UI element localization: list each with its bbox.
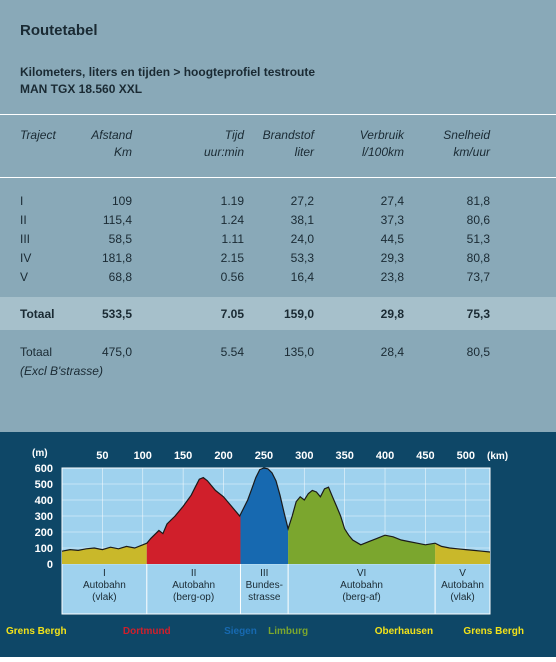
segment-subname: (vlak) — [92, 592, 116, 603]
x-tick-label: 50 — [96, 450, 108, 462]
y-tick-label: 0 — [47, 559, 53, 571]
header-tijd: Tijd uur:min — [203, 128, 244, 159]
header-afstand: Afstand Km — [91, 128, 132, 159]
segment-name: Bundes- — [246, 580, 283, 591]
town-label: Dortmund — [123, 626, 171, 637]
x-tick-label: 100 — [134, 450, 152, 462]
x-tick-label: 300 — [295, 450, 313, 462]
y-tick-label: 300 — [35, 511, 53, 523]
town-label: Limburg — [268, 626, 308, 637]
y-axis-unit: (m) — [32, 448, 48, 459]
segment-subname: (berg-af) — [342, 592, 380, 603]
total-row-band: Totaal 533,5 7.05 159,0 29,8 75,3 — [0, 297, 556, 330]
subtitle-line-1: Kilometers, liters en tijden > hoogtepro… — [20, 65, 316, 79]
divider-top — [0, 114, 556, 115]
profile-segment-area — [62, 543, 147, 564]
y-tick-label: 100 — [35, 543, 53, 555]
segment-numeral: I — [103, 568, 106, 579]
page-title: Routetabel — [20, 22, 98, 39]
header-traject: Traject — [20, 128, 56, 142]
x-tick-label: 150 — [174, 450, 192, 462]
total-excl-note: (Excl B'strasse) — [20, 364, 103, 378]
segment-numeral: V — [459, 568, 466, 579]
subtitle-line-2: MAN TGX 18.560 XXL — [20, 82, 143, 96]
header-snelheid: Snelheid km/uur — [443, 128, 490, 159]
header-verbruik: Verbruik l/100km — [359, 128, 404, 159]
segment-name: Autobahn — [441, 580, 484, 591]
profile-line — [61, 467, 491, 553]
segment-numeral: II — [191, 568, 197, 579]
divider-header — [0, 177, 556, 178]
page-subtitle: Kilometers, liters en tijden > hoogtepro… — [20, 64, 315, 98]
segment-numeral: III — [260, 568, 268, 579]
town-label: Grens Bergh — [463, 626, 524, 637]
x-tick-label: 450 — [416, 450, 434, 462]
town-label: Grens Bergh — [6, 626, 67, 637]
x-axis-unit: (km) — [487, 451, 508, 462]
y-tick-label: 200 — [35, 527, 53, 539]
x-tick-label: 500 — [457, 450, 475, 462]
profile-segment-area — [146, 477, 241, 564]
profile-segment-area — [240, 468, 289, 564]
segment-subname: (vlak) — [450, 592, 474, 603]
segment-subname: strasse — [248, 592, 281, 603]
town-label: Siegen — [224, 626, 257, 637]
x-tick-label: 400 — [376, 450, 394, 462]
segment-name: Autobahn — [340, 580, 383, 591]
x-tick-label: 200 — [214, 450, 232, 462]
y-tick-label: 400 — [35, 495, 53, 507]
route-table-section: Routetabel Kilometers, liters en tijden … — [0, 22, 556, 378]
profile-segment-area — [288, 487, 436, 564]
segment-name: Autobahn — [83, 580, 126, 591]
x-tick-label: 350 — [335, 450, 353, 462]
header-brandstof: Brandstof liter — [262, 128, 314, 159]
elevation-profile-section: 0 100 200 300 400 500 600 50 100 150 200 250 300 350 4… — [0, 432, 556, 657]
segment-numeral: VI — [357, 568, 366, 579]
elevation-chart: 0 100 200 300 400 500 600 50 100 150 200 250 300 350 4… — [6, 448, 524, 637]
town-label: Oberhausen — [375, 626, 433, 637]
y-tick-label: 600 — [35, 463, 53, 475]
x-tick-label: 250 — [255, 450, 273, 462]
segment-subname: (berg-op) — [173, 592, 214, 603]
segment-name: Autobahn — [172, 580, 215, 591]
y-tick-label: 500 — [35, 479, 53, 491]
